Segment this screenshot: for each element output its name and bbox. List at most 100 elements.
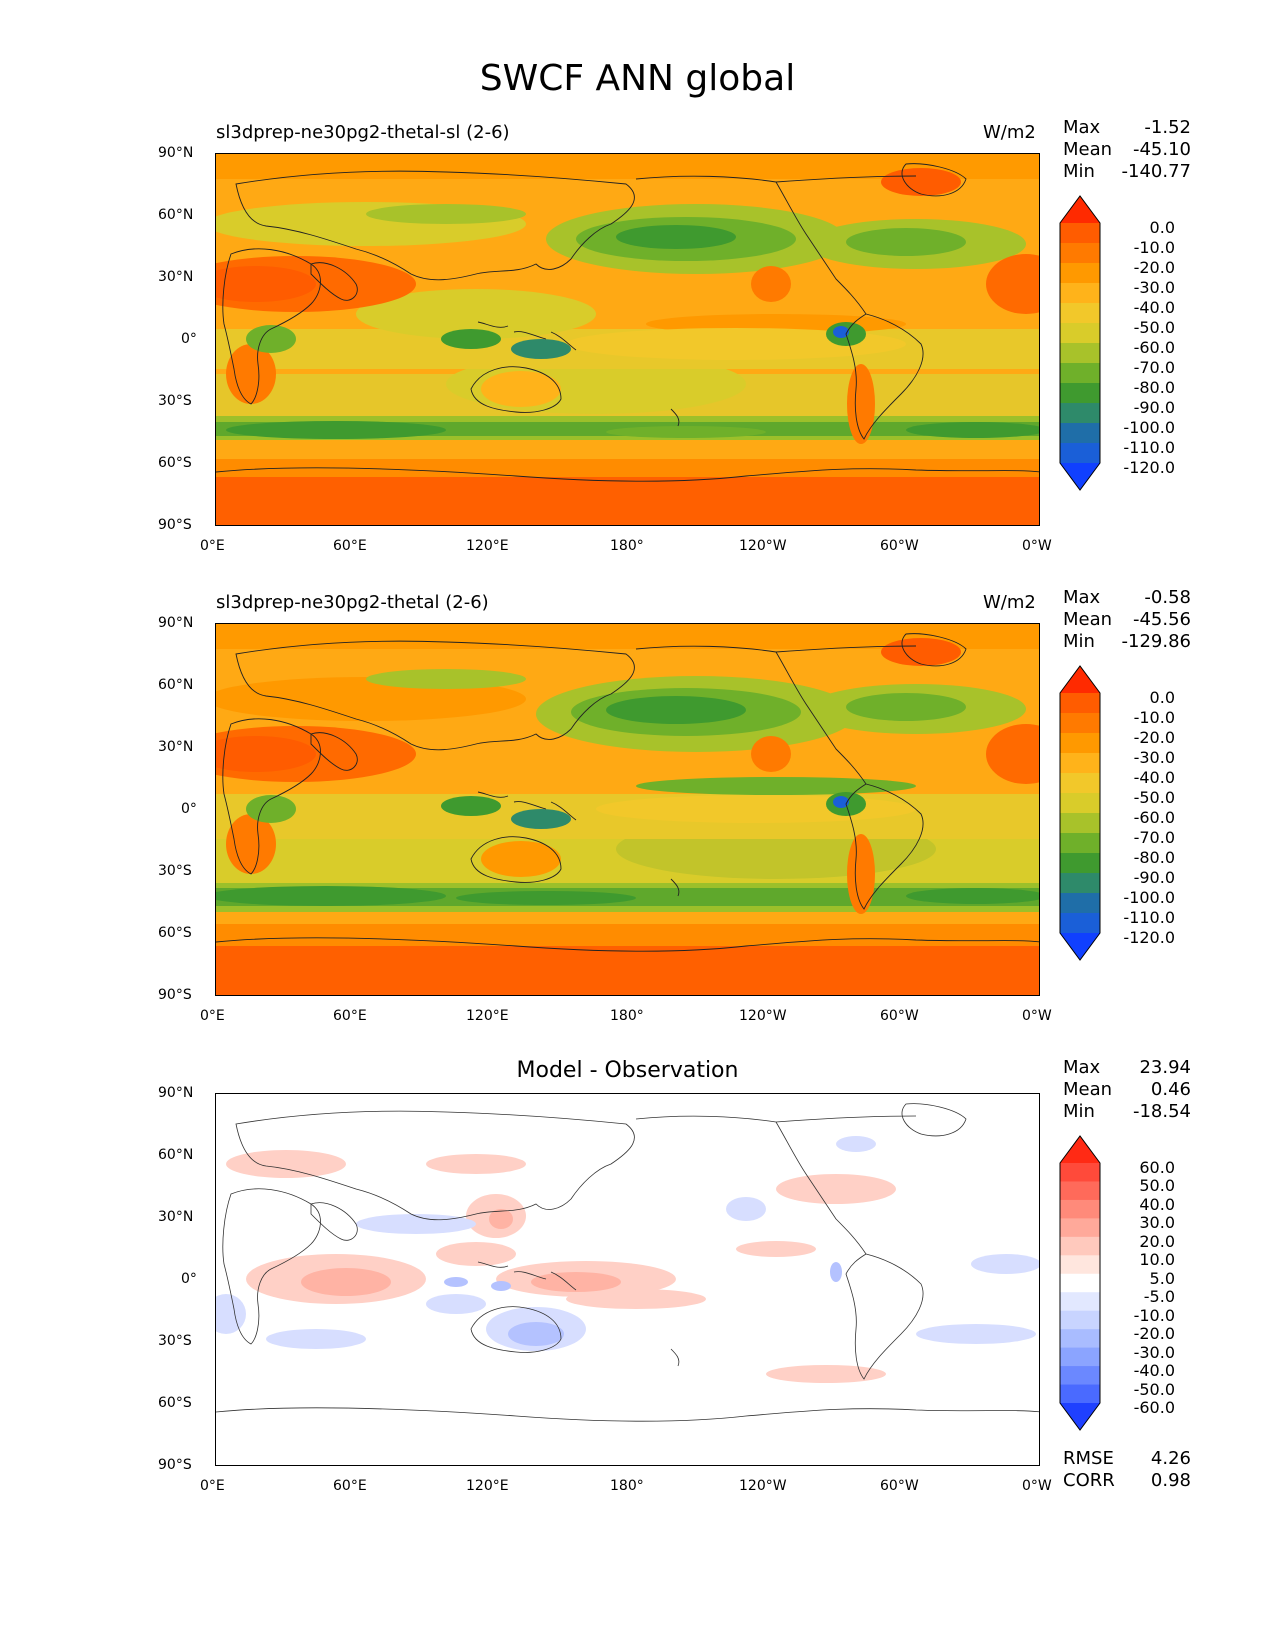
colorbar-segment (1060, 283, 1100, 304)
lon-tick: 60°E (333, 1008, 367, 1024)
panel-3-title: Model - Observation (516, 1058, 739, 1083)
colorbar-tick-label: -80.0 (1133, 378, 1175, 397)
colorbar-tick-label: 60.0 (1139, 1158, 1175, 1177)
colorbar-tick-label: 30.0 (1139, 1213, 1175, 1233)
panel-3-mean: Mean 0.46 (1063, 1079, 1191, 1100)
panel-2-max: Max -0.58 (1063, 587, 1191, 608)
colorbar-tick-label: 0.0 (1149, 218, 1175, 237)
colorbar-segment (1060, 1366, 1100, 1386)
lat-tick: 60°N (158, 1147, 194, 1163)
colorbar-outline (1059, 665, 1101, 961)
colorbar-tick-label: -60.0 (1133, 808, 1175, 827)
panel-3-min: Min -18.54 (1063, 1101, 1191, 1122)
lon-tick: 180° (610, 1008, 644, 1024)
panel-2-colorbar (1059, 665, 1101, 961)
colorbar-tick-label: -60.0 (1133, 338, 1175, 357)
colorbar-tick-label: -40.0 (1133, 1361, 1175, 1381)
lat-tick: 60°S (158, 925, 192, 941)
colorbar-tick-label: -40.0 (1133, 298, 1175, 317)
colorbar-segment (1060, 1236, 1100, 1256)
panel-2-units: W/m2 (983, 592, 1036, 613)
colorbar-tick-label: -5.0 (1143, 1287, 1175, 1307)
colorbar-tick-label: -40.0 (1133, 768, 1175, 787)
figure-title: SWCF ANN global (479, 58, 796, 99)
lon-tick: 180° (610, 1478, 644, 1494)
lat-tick: 90°S (158, 517, 192, 533)
colorbar-tick-label: -100.0 (1123, 888, 1175, 907)
lon-tick: 120°W (739, 1478, 787, 1494)
lat-tick: 30°S (158, 863, 192, 879)
colorbar-segment (1060, 773, 1100, 794)
colorbar-tick-label: -10.0 (1133, 708, 1175, 727)
colorbar-tick-label: -90.0 (1133, 868, 1175, 887)
colorbar-extend-top (1060, 1136, 1100, 1163)
lat-tick: 90°S (158, 987, 192, 1003)
colorbar-extend-top (1060, 196, 1100, 223)
panel-1-max: Max -1.52 (1063, 117, 1191, 138)
lon-tick: 120°W (739, 538, 787, 554)
colorbar-segment (1060, 833, 1100, 854)
colorbar-tick-label: 5.0 (1149, 1268, 1175, 1288)
lat-tick: 60°S (158, 1395, 192, 1411)
panel-1-title: sl3dprep-ne30pg2-thetal-sl (2-6) (216, 122, 510, 143)
panel-1-mean: Mean -45.10 (1063, 139, 1191, 160)
lat-tick: 30°N (158, 1209, 194, 1225)
lon-tick: 60°E (333, 1478, 367, 1494)
panel-2-min: Min -129.86 (1063, 631, 1191, 652)
panel-2-map-svg (216, 624, 1039, 995)
colorbar-segment (1060, 263, 1100, 284)
lon-tick: 60°E (333, 538, 367, 554)
panel-2-map (215, 623, 1040, 996)
colorbar-segment (1060, 1163, 1100, 1182)
colorbar-segment (1060, 853, 1100, 874)
colorbar-tick-label: -20.0 (1133, 258, 1175, 277)
colorbar-tick-label: -30.0 (1133, 278, 1175, 297)
lon-tick: 60°W (880, 538, 919, 554)
panel-1-map (215, 153, 1040, 526)
colorbar-segment (1060, 1347, 1100, 1367)
colorbar-tick-label: -110.0 (1123, 908, 1175, 927)
colorbar-segment (1060, 1310, 1100, 1330)
colorbar-segment (1060, 1218, 1100, 1238)
colorbar-extend-bottom (1060, 463, 1100, 490)
lat-tick: 30°N (158, 739, 194, 755)
lat-tick: 60°S (158, 455, 192, 471)
lat-tick: 30°S (158, 1333, 192, 1349)
panel-3-colorbar (1059, 1135, 1101, 1431)
panel-3-map-svg (216, 1094, 1039, 1465)
colorbar-extend-top (1060, 666, 1100, 693)
colorbar-tick-label: -70.0 (1133, 828, 1175, 847)
lat-tick: 0° (181, 1271, 197, 1287)
colorbar-segment (1060, 693, 1100, 714)
lat-tick: 90°N (158, 145, 194, 161)
colorbar-tick-label: -90.0 (1133, 398, 1175, 417)
lon-tick: 60°W (880, 1008, 919, 1024)
colorbar-segment (1060, 1181, 1100, 1201)
colorbar-tick-label: -30.0 (1133, 1342, 1175, 1362)
lat-tick: 90°S (158, 1457, 192, 1473)
colorbar-extend-bottom (1060, 933, 1100, 960)
colorbar-segment (1060, 223, 1100, 244)
colorbar-tick-label: -120.0 (1123, 458, 1175, 477)
colorbar-segment (1060, 1292, 1100, 1312)
panel-1-units: W/m2 (983, 122, 1036, 143)
panel-1-min: Min -140.77 (1063, 161, 1191, 182)
lon-tick: 60°W (880, 1478, 919, 1494)
colorbar-tick-label: -30.0 (1133, 748, 1175, 767)
colorbar-extend-bottom (1060, 1403, 1100, 1430)
colorbar-segment (1060, 893, 1100, 914)
lat-tick: 30°N (158, 269, 194, 285)
colorbar-segment (1060, 323, 1100, 344)
lat-tick: 0° (181, 801, 197, 817)
colorbar-tick-label: 40.0 (1139, 1194, 1175, 1214)
colorbar-segment (1060, 1384, 1100, 1404)
colorbar-tick-label: -10.0 (1133, 1305, 1175, 1325)
lon-tick: 0°E (200, 1008, 225, 1024)
lon-tick: 120°E (466, 538, 509, 554)
colorbar-tick-label: -10.0 (1133, 238, 1175, 257)
colorbar-tick-label: -20.0 (1133, 1324, 1175, 1344)
colorbar-tick-label: -50.0 (1133, 318, 1175, 337)
lat-tick: 60°N (158, 677, 194, 693)
colorbar-segment (1060, 343, 1100, 364)
panel-3-map (215, 1093, 1040, 1466)
